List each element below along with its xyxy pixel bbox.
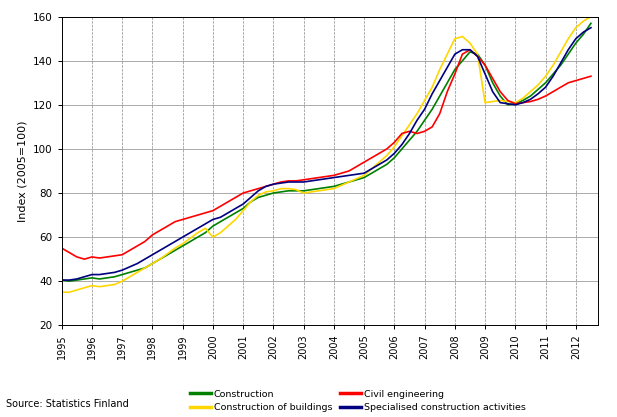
- Civil engineering: [549, 89, 557, 94]
- Line: Construction: Construction: [62, 23, 591, 281]
- Civil engineering: [383, 146, 391, 151]
- Specialised construction activities: [376, 162, 383, 167]
- Legend: Construction, Construction of buildings, Civil engineering, Specialised construc: Construction, Construction of buildings,…: [190, 389, 526, 412]
- Civil engineering: [81, 256, 88, 261]
- Construction of buildings: [58, 290, 65, 295]
- Specialised construction activities: [255, 188, 262, 193]
- Specialised construction activities: [58, 278, 65, 283]
- Specialised construction activities: [209, 217, 217, 222]
- Civil engineering: [141, 239, 149, 244]
- Civil engineering: [466, 47, 474, 52]
- Construction: [565, 52, 572, 57]
- Civil engineering: [73, 254, 81, 259]
- Civil engineering: [587, 74, 595, 79]
- Y-axis label: Index (2005=100): Index (2005=100): [17, 120, 27, 222]
- Construction of buildings: [557, 50, 565, 55]
- Construction: [81, 276, 88, 281]
- Specialised construction activities: [557, 60, 565, 65]
- Construction of buildings: [587, 14, 595, 19]
- Civil engineering: [572, 78, 579, 83]
- Construction: [323, 185, 330, 190]
- Construction of buildings: [209, 235, 217, 240]
- Line: Specialised construction activities: Specialised construction activities: [62, 28, 591, 280]
- Construction of buildings: [376, 160, 383, 165]
- Construction of buildings: [73, 287, 81, 292]
- Line: Civil engineering: Civil engineering: [62, 50, 591, 259]
- Text: Source: Statistics Finland: Source: Statistics Finland: [6, 399, 129, 409]
- Construction of buildings: [255, 193, 262, 198]
- Line: Construction of buildings: Construction of buildings: [62, 17, 591, 292]
- Specialised construction activities: [73, 276, 81, 281]
- Construction of buildings: [315, 188, 323, 193]
- Specialised construction activities: [315, 177, 323, 182]
- Construction: [466, 50, 474, 55]
- Construction: [383, 162, 391, 167]
- Construction: [58, 278, 65, 283]
- Civil engineering: [58, 246, 65, 251]
- Construction: [587, 21, 595, 26]
- Specialised construction activities: [587, 25, 595, 30]
- Civil engineering: [323, 174, 330, 179]
- Construction: [217, 219, 224, 224]
- Construction: [65, 279, 73, 284]
